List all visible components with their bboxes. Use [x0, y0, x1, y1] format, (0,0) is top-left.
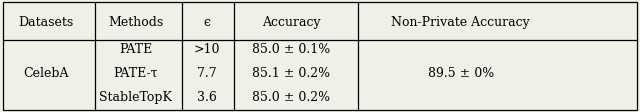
Text: Non-Private Accuracy: Non-Private Accuracy [392, 16, 530, 29]
Text: 85.0 ± 0.2%: 85.0 ± 0.2% [252, 90, 330, 103]
Text: StableTopK: StableTopK [99, 90, 172, 103]
Text: 85.0 ± 0.1%: 85.0 ± 0.1% [252, 43, 330, 56]
Text: 3.6: 3.6 [196, 90, 217, 103]
FancyBboxPatch shape [3, 3, 637, 110]
Text: >10: >10 [193, 43, 220, 56]
Text: PATE-τ: PATE-τ [113, 66, 158, 79]
Text: CelebA: CelebA [23, 66, 69, 79]
Text: 7.7: 7.7 [197, 66, 216, 79]
Text: Datasets: Datasets [19, 16, 74, 29]
Text: 85.1 ± 0.2%: 85.1 ± 0.2% [252, 66, 330, 79]
Text: 89.5 ± 0%: 89.5 ± 0% [428, 66, 494, 79]
Text: PATE: PATE [119, 43, 152, 56]
Text: ϵ: ϵ [204, 16, 210, 29]
Text: Accuracy: Accuracy [262, 16, 321, 29]
Text: Methods: Methods [108, 16, 163, 29]
